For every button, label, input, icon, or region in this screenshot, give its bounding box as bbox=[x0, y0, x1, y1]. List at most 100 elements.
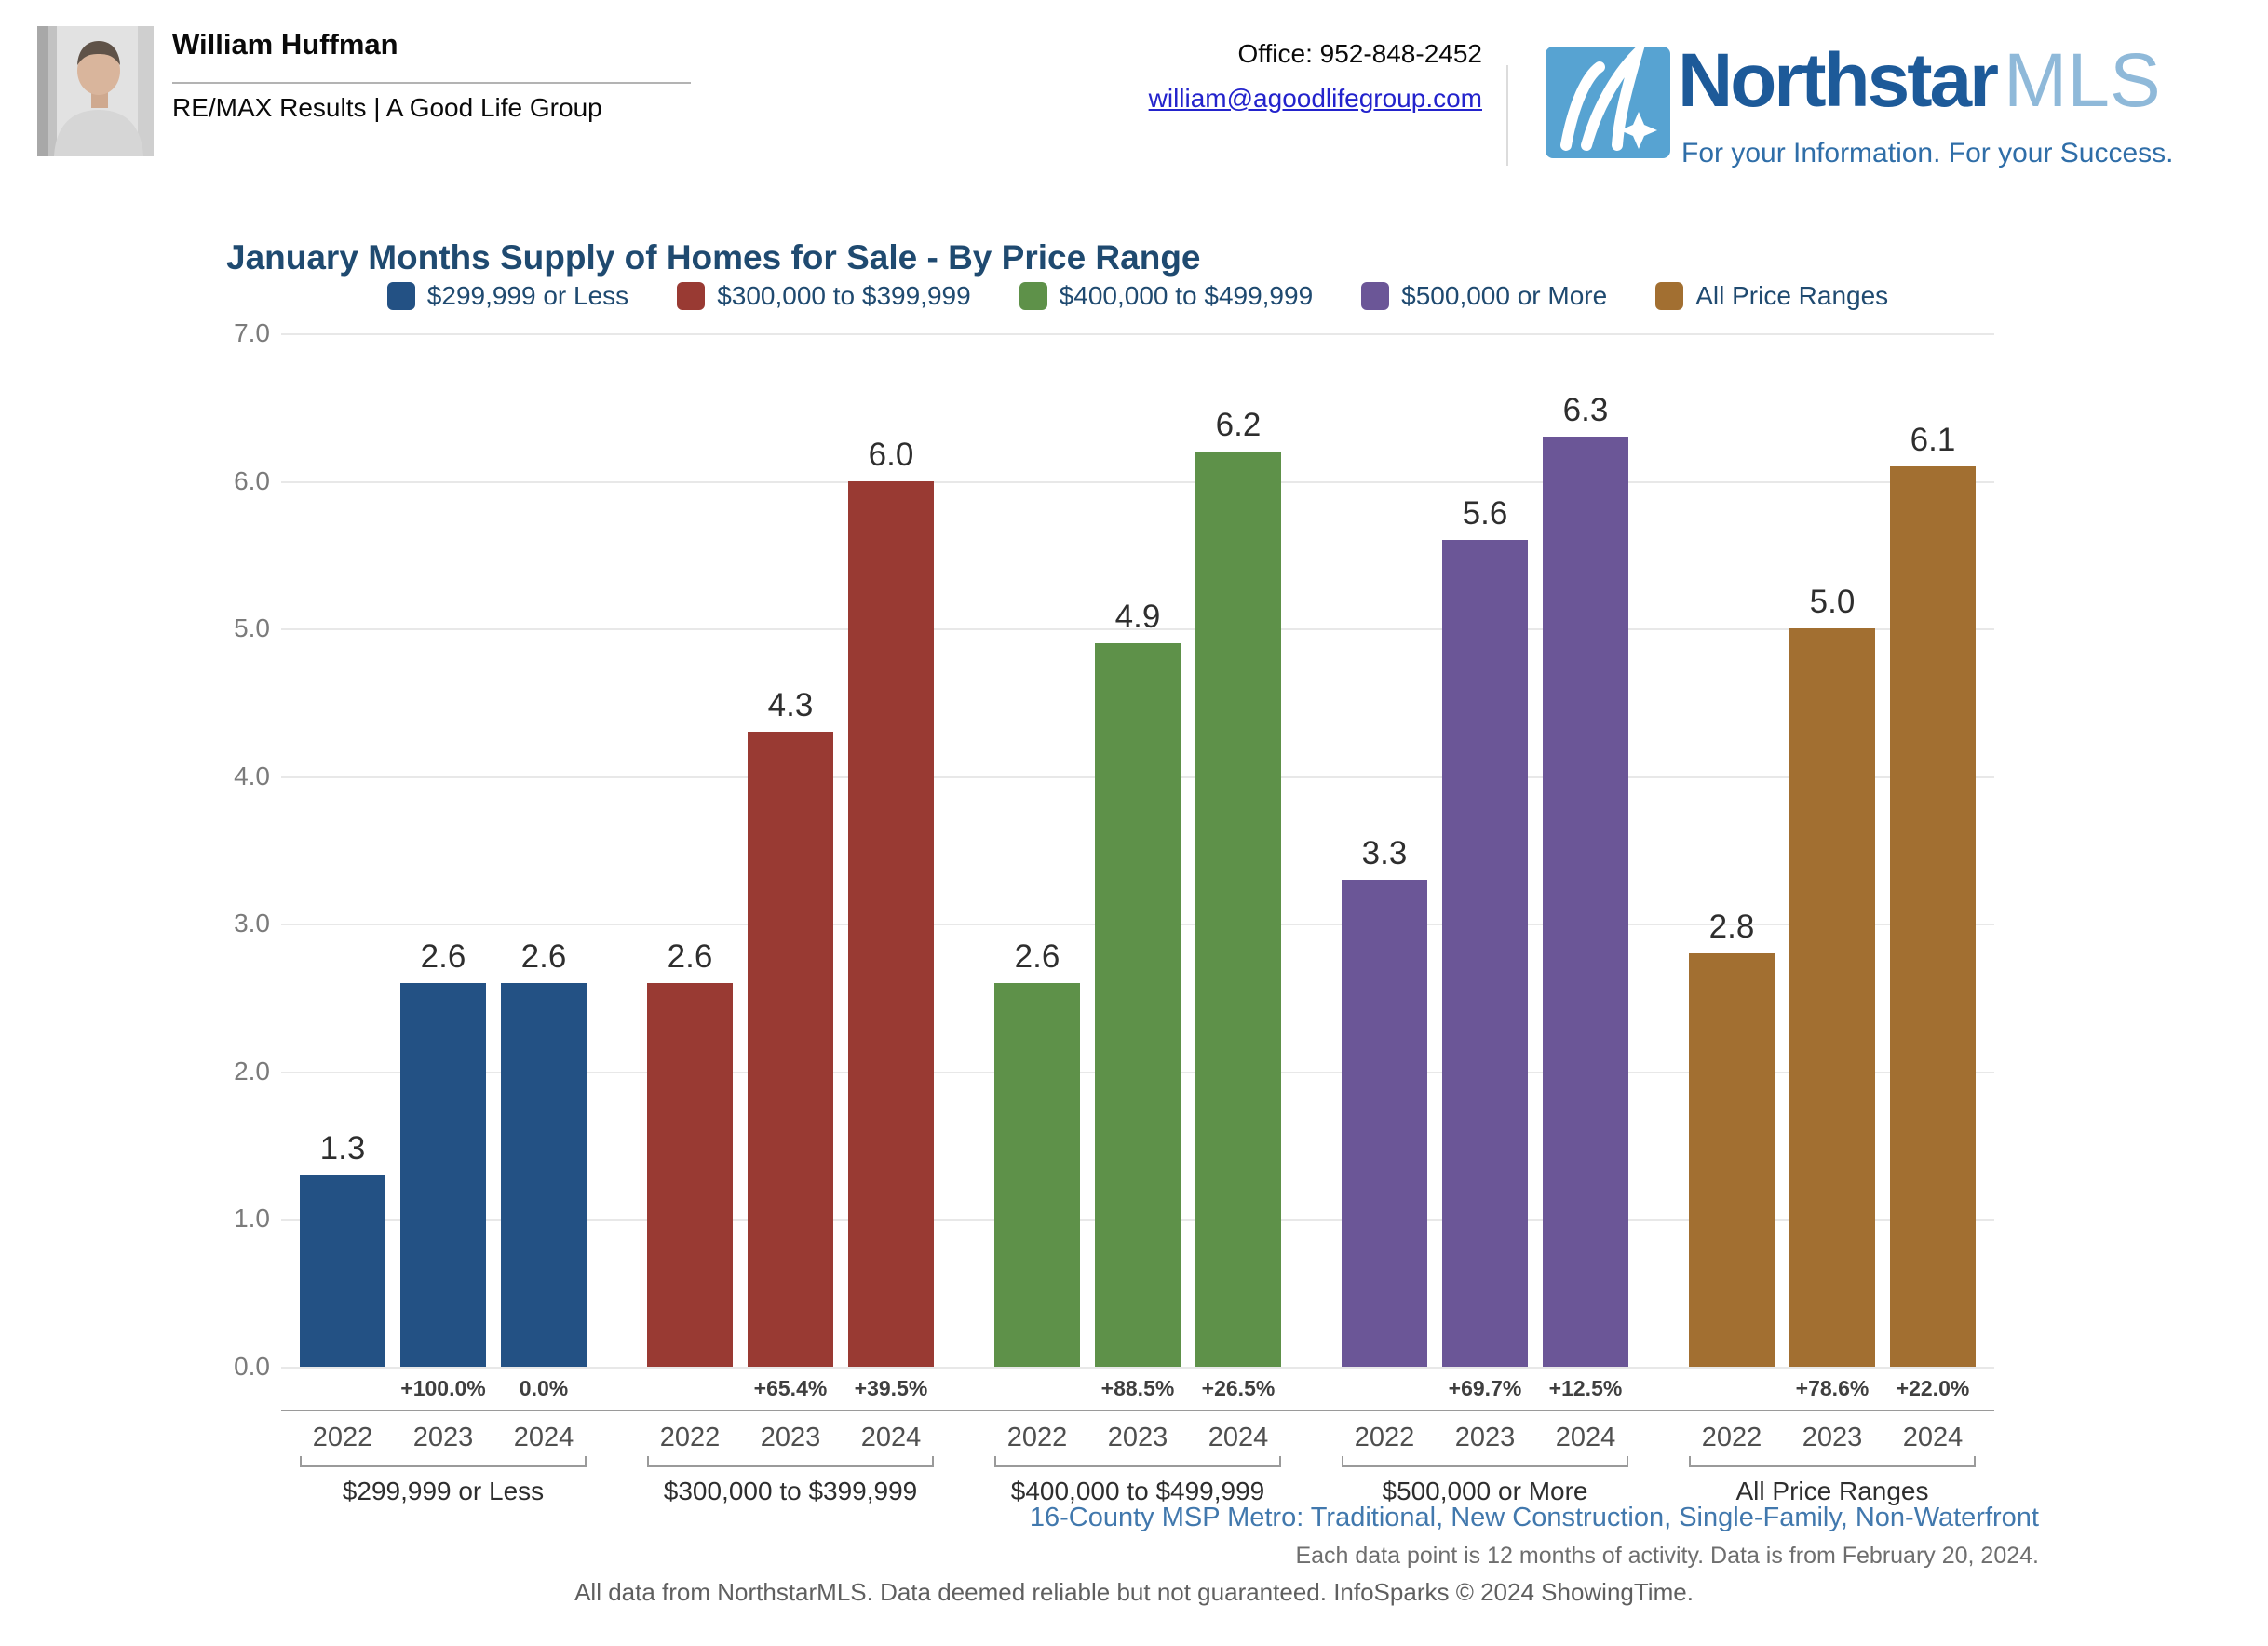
bar-value-label: 2.8 bbox=[1708, 909, 1755, 945]
bar-value-label: 6.3 bbox=[1562, 392, 1609, 428]
bar bbox=[1195, 451, 1281, 1367]
pct-change-label: +100.0% bbox=[400, 1376, 486, 1400]
bar bbox=[1890, 465, 1976, 1367]
year-label: 2023 bbox=[1802, 1423, 1863, 1452]
legend-swatch bbox=[677, 282, 706, 310]
gridline bbox=[281, 628, 1994, 631]
bar bbox=[647, 982, 733, 1367]
legend-swatch bbox=[1655, 282, 1684, 310]
y-axis-label: 1.0 bbox=[234, 1204, 270, 1234]
bar-value-label: 3.3 bbox=[1361, 834, 1408, 871]
year-label: 2023 bbox=[760, 1423, 821, 1452]
northstar-logo-icon bbox=[1546, 34, 1670, 158]
bar bbox=[1543, 437, 1628, 1367]
group-label: All Price Ranges bbox=[1735, 1477, 1929, 1505]
y-axis-label: 0.0 bbox=[234, 1352, 270, 1381]
year-label: 2024 bbox=[1208, 1423, 1269, 1452]
pct-change-label: +22.0% bbox=[1896, 1376, 1970, 1400]
pct-change-label: 0.0% bbox=[519, 1376, 569, 1400]
northstar-logo-text: NorthstarMLS bbox=[1678, 43, 2161, 119]
bar bbox=[848, 480, 934, 1367]
legend-label: $300,000 to $399,999 bbox=[717, 281, 971, 310]
group-label: $299,999 or Less bbox=[342, 1477, 545, 1505]
email-link[interactable]: william@agoodlifegroup.com bbox=[1148, 84, 1482, 113]
pct-change-label: +78.6% bbox=[1795, 1376, 1870, 1400]
legend: $299,999 or Less $300,000 to $399,999 $400… bbox=[281, 281, 1994, 311]
agent-name: William Huffman bbox=[172, 28, 398, 61]
year-label: 2023 bbox=[1107, 1423, 1168, 1452]
bar-value-label: 6.1 bbox=[1910, 421, 1956, 458]
bar bbox=[300, 1174, 385, 1367]
pct-change-label: +65.4% bbox=[753, 1376, 828, 1400]
bar-value-label: 4.3 bbox=[767, 687, 814, 724]
bar-value-label: 2.6 bbox=[520, 938, 567, 975]
pct-change-label: +12.5% bbox=[1548, 1376, 1623, 1400]
footnote-activity: Each data point is 12 months of activity… bbox=[1295, 1543, 2039, 1569]
legend-label: $400,000 to $499,999 bbox=[1059, 281, 1314, 310]
bar-value-label: 4.9 bbox=[1114, 599, 1161, 635]
bar-value-label: 1.3 bbox=[319, 1129, 366, 1167]
bar bbox=[1095, 643, 1181, 1367]
bar-value-label: 5.0 bbox=[1809, 584, 1856, 621]
y-axis-label: 5.0 bbox=[234, 614, 270, 643]
logo-tagline: For your Information. For your Success. bbox=[1681, 138, 2174, 169]
footnote-market: 16-County MSP Metro: Traditional, New Co… bbox=[1029, 1503, 2039, 1532]
legend-item: $299,999 or Less bbox=[386, 281, 628, 311]
legend-item: $300,000 to $399,999 bbox=[677, 281, 971, 311]
bar bbox=[501, 982, 587, 1367]
gridline bbox=[281, 333, 1994, 335]
legend-swatch bbox=[1361, 282, 1390, 310]
group-bracket bbox=[300, 1456, 587, 1467]
logo-brand-suffix: MLS bbox=[2004, 38, 2161, 123]
year-label: 2024 bbox=[513, 1423, 574, 1452]
year-label: 2022 bbox=[312, 1423, 373, 1452]
header-divider bbox=[1506, 65, 1508, 166]
year-label: 2022 bbox=[1354, 1423, 1415, 1452]
logo-brand: Northstar bbox=[1678, 38, 1999, 123]
agent-photo-silhouette bbox=[37, 26, 154, 156]
agent-name-underline bbox=[172, 82, 691, 84]
legend-swatch bbox=[1019, 282, 1047, 310]
y-axis-label: 7.0 bbox=[234, 318, 270, 347]
bar-value-label: 2.6 bbox=[420, 938, 466, 975]
legend-item: $500,000 or More bbox=[1361, 281, 1607, 311]
agent-photo bbox=[37, 26, 154, 156]
bar bbox=[1689, 953, 1775, 1367]
year-label: 2023 bbox=[412, 1423, 474, 1452]
group-bracket bbox=[1689, 1456, 1976, 1467]
y-axis-label: 6.0 bbox=[234, 465, 270, 495]
axis-rule bbox=[281, 1410, 1994, 1411]
y-axis-label: 4.0 bbox=[234, 761, 270, 790]
legend-swatch bbox=[386, 282, 415, 310]
group-bracket bbox=[994, 1456, 1281, 1467]
bar bbox=[748, 732, 833, 1367]
group-label: $500,000 or More bbox=[1382, 1477, 1588, 1505]
agent-company: RE/MAX Results | A Good Life Group bbox=[172, 93, 602, 122]
bar bbox=[994, 982, 1080, 1367]
year-label: 2023 bbox=[1454, 1423, 1516, 1452]
year-label: 2024 bbox=[1555, 1423, 1616, 1452]
bar bbox=[400, 982, 486, 1367]
legend-label: $500,000 or More bbox=[1401, 281, 1608, 310]
year-label: 2024 bbox=[1902, 1423, 1964, 1452]
bar bbox=[1342, 879, 1427, 1367]
legend-item: All Price Ranges bbox=[1655, 281, 1888, 311]
y-axis-label: 2.0 bbox=[234, 1056, 270, 1086]
gridline bbox=[281, 1367, 1994, 1369]
bar-value-label: 6.0 bbox=[868, 436, 914, 473]
footnote-disclaimer: All data from NorthstarMLS. Data deemed … bbox=[574, 1578, 1694, 1606]
contact-block: Office: 952-848-2452 william@agoodlifegr… bbox=[931, 39, 1482, 114]
group-label: $400,000 to $499,999 bbox=[1010, 1477, 1265, 1505]
bar-value-label: 6.2 bbox=[1215, 406, 1262, 443]
year-label: 2024 bbox=[860, 1423, 922, 1452]
legend-item: $400,000 to $499,999 bbox=[1019, 281, 1313, 311]
pct-change-label: +26.5% bbox=[1201, 1376, 1276, 1400]
office-phone: Office: 952-848-2452 bbox=[1237, 39, 1482, 68]
group-bracket bbox=[647, 1456, 934, 1467]
pct-change-label: +39.5% bbox=[854, 1376, 928, 1400]
legend-label: All Price Ranges bbox=[1695, 281, 1889, 310]
bar-value-label: 2.6 bbox=[1014, 938, 1060, 975]
pct-change-label: +69.7% bbox=[1448, 1376, 1522, 1400]
year-label: 2022 bbox=[1701, 1423, 1762, 1452]
